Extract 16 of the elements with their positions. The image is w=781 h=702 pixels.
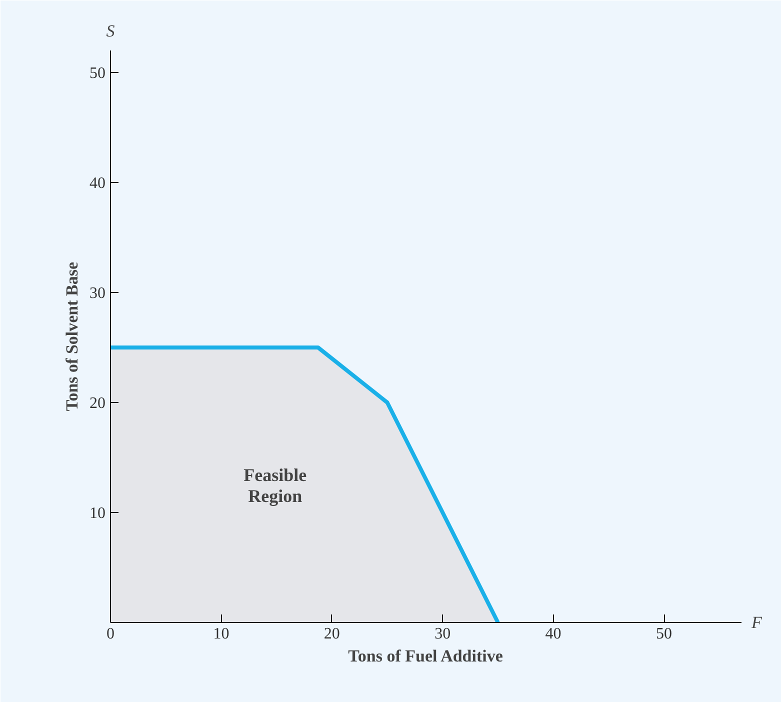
annotation: Feasible Region bbox=[244, 465, 307, 506]
x-tick-label: 50 bbox=[656, 626, 672, 642]
x-tick-label: 30 bbox=[434, 626, 451, 642]
x-axis-title: Tons of Fuel Additive bbox=[348, 646, 504, 666]
y-tick-label: 20 bbox=[90, 395, 106, 412]
x-tick-label: 0 bbox=[106, 626, 114, 642]
text: F bbox=[750, 613, 762, 632]
x-tick-label: 20 bbox=[324, 626, 340, 642]
y-tick-label: 50 bbox=[90, 65, 106, 82]
text: S bbox=[106, 22, 116, 40]
y-axis-title: Tons of Solvent Base bbox=[62, 261, 82, 412]
x-tick-label: 10 bbox=[213, 626, 230, 642]
y-tick-label: 30 bbox=[90, 285, 106, 302]
y-tick-label: 40 bbox=[90, 175, 106, 192]
y-tick-label: 10 bbox=[90, 505, 106, 522]
x-tick-label: 40 bbox=[545, 626, 562, 642]
